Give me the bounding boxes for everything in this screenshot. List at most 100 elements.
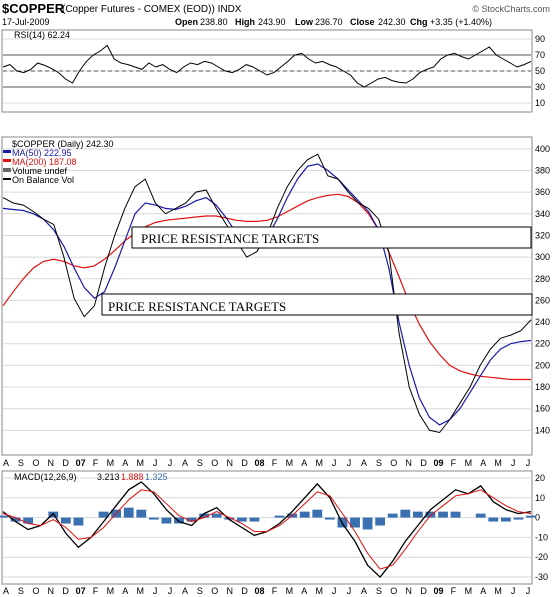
macd-series <box>0 481 536 579</box>
y-tick-label: 200 <box>535 360 550 370</box>
month-label: A <box>361 586 367 596</box>
month-label: J <box>332 458 337 468</box>
month-label: D <box>420 458 427 468</box>
y-tick-label: 20 <box>535 473 545 483</box>
histogram-bar <box>488 517 499 522</box>
month-label: M <box>494 458 502 468</box>
legend-ma200: MA(200) 187.08 <box>12 157 77 167</box>
month-label: M <box>286 458 294 468</box>
month-label: N <box>405 586 412 596</box>
macd-y-ticks: -30 -20 -10 0 10 20 <box>535 473 548 582</box>
close-value: 242.30 <box>378 17 406 27</box>
y-tick-label: 300 <box>535 252 550 262</box>
histogram-bar <box>73 517 84 526</box>
annotation-upper: PRICE RESISTANCE TARGETS <box>131 226 532 249</box>
month-label: M <box>494 586 502 596</box>
histogram-bar <box>136 509 147 518</box>
month-label: N <box>47 586 54 596</box>
legend-volume: Volume undef <box>12 166 68 176</box>
month-label: J <box>153 458 158 468</box>
y-tick-label: -30 <box>535 572 548 582</box>
month-axis-upper: A S O N D 07 F M A M J J A S O N D 08 F M A M J J A S O N D 09 F M A M J J <box>3 458 530 468</box>
ma200-line <box>2 193 531 381</box>
month-label: A <box>480 458 486 468</box>
y-tick-label: 340 <box>535 209 550 219</box>
histogram-bar <box>23 517 34 524</box>
month-label: M <box>107 586 115 596</box>
histogram-bar <box>249 517 260 522</box>
histogram-bar <box>375 517 386 526</box>
month-label: N <box>226 586 233 596</box>
month-label: N <box>405 458 412 468</box>
histogram-bar <box>450 511 461 518</box>
month-label: F <box>93 458 99 468</box>
histogram-bar <box>211 513 222 518</box>
month-label: A <box>3 586 9 596</box>
month-label: 07 <box>76 458 86 468</box>
month-label: D <box>62 458 69 468</box>
price-series <box>2 153 532 434</box>
month-label: O <box>390 586 397 596</box>
price-line <box>2 153 532 434</box>
annotation-lower-box <box>101 293 533 316</box>
histogram-bar <box>224 517 235 520</box>
rsi-y-ticks: 10 30 50 70 90 <box>535 34 545 108</box>
rsi-line <box>2 44 532 88</box>
month-label: 09 <box>434 458 444 468</box>
histogram-bar <box>60 517 71 524</box>
signal-line <box>2 489 532 570</box>
close-label: Close <box>350 17 375 27</box>
legend-swatch-obv <box>3 178 11 180</box>
month-label: J <box>347 458 352 468</box>
histogram-bar <box>299 511 310 518</box>
histogram-bar <box>412 511 423 518</box>
rsi-legend: RSI(14) 62.24 <box>14 30 70 40</box>
month-label: M <box>107 458 115 468</box>
month-label: M <box>136 458 144 468</box>
histogram-bar <box>438 511 448 518</box>
histogram-bar <box>199 513 210 518</box>
month-label: A <box>301 458 307 468</box>
month-label: 08 <box>255 586 265 596</box>
month-label: F <box>272 458 278 468</box>
month-label: A <box>480 586 486 596</box>
histogram-bar <box>274 515 285 518</box>
chg-value: +3.35 (+1.40%) <box>430 17 492 27</box>
histogram-bar <box>526 515 536 518</box>
month-label: O <box>32 458 39 468</box>
month-label: O <box>211 586 218 596</box>
histogram-bar <box>400 509 411 518</box>
month-label: J <box>526 586 531 596</box>
open-label: Open <box>175 17 198 27</box>
annotation-lower: PRICE RESISTANCE TARGETS <box>101 293 533 316</box>
legend-obv: On Balance Vol <box>12 175 74 185</box>
histogram-bar <box>98 511 109 518</box>
y-tick-label: -20 <box>535 552 548 562</box>
month-label: J <box>511 458 516 468</box>
y-tick-label: 0 <box>535 513 540 523</box>
month-label: M <box>465 458 473 468</box>
y-tick-label: -10 <box>535 532 548 542</box>
month-label: M <box>315 458 323 468</box>
annotation-lower-text: PRICE RESISTANCE TARGETS <box>108 299 286 314</box>
y-tick-label: 280 <box>535 274 550 284</box>
month-label: S <box>197 586 203 596</box>
high-label: High <box>235 17 255 27</box>
macd-grid <box>3 477 531 578</box>
histogram-bar <box>425 511 436 518</box>
histogram-bar <box>236 517 247 522</box>
histogram-bar <box>10 517 21 522</box>
price-grid <box>3 148 531 431</box>
month-label: A <box>361 458 367 468</box>
month-label: F <box>451 458 457 468</box>
watermark: © StockCharts.com <box>472 4 550 14</box>
legend-swatch-ma200 <box>3 159 11 162</box>
histogram-bar <box>312 509 323 518</box>
month-label: 09 <box>434 586 444 596</box>
month-axis-lower: A S O N D 07 F M A M J J A S O N D 08 F M A M J J A S O N D 09 F M A M J J <box>3 586 530 596</box>
histogram-bar <box>387 513 398 518</box>
y-tick-label: 10 <box>535 98 545 108</box>
signal-legend-value: 1.888 <box>121 472 144 482</box>
symbol-description: (Copper Futures - COMEX (EOD)) INDX <box>62 4 242 15</box>
